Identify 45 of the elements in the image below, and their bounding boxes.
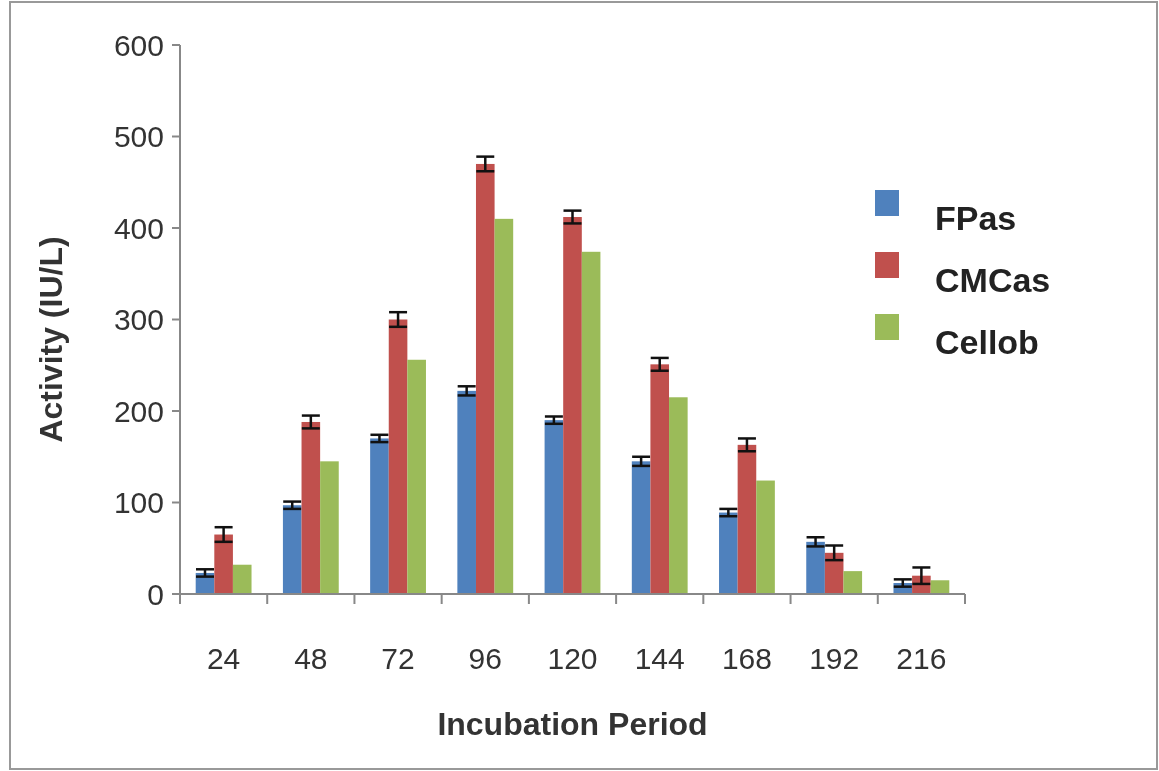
bar — [475, 163, 495, 594]
x-tick-label: 120 — [547, 642, 598, 675]
x-tick-label: 192 — [809, 642, 860, 675]
bar — [806, 541, 825, 594]
legend-label: Cellob — [935, 322, 1039, 361]
bar — [282, 505, 302, 594]
y-tick-label: 400 — [113, 211, 164, 245]
x-tick-label: 96 — [468, 642, 502, 675]
bar — [544, 420, 564, 594]
bar — [631, 461, 651, 594]
y-tick-label: 300 — [113, 303, 164, 336]
bar — [719, 512, 738, 594]
y-axis-title: Activity (IU/L) — [33, 236, 69, 443]
x-tick-label: 24 — [206, 642, 241, 675]
x-tick-label: 48 — [294, 642, 328, 675]
y-tick-label: 100 — [113, 486, 164, 519]
bar — [388, 319, 408, 594]
bar — [214, 534, 233, 594]
bar — [650, 364, 670, 594]
x-tick-label: 168 — [721, 642, 772, 675]
bar — [301, 421, 321, 594]
y-tick-label: 0 — [147, 577, 164, 611]
bar — [581, 251, 601, 594]
bar — [669, 397, 688, 594]
bar — [407, 359, 426, 594]
bar — [824, 552, 844, 594]
bar — [370, 438, 389, 594]
legend-label: FPas — [935, 198, 1017, 237]
bar — [563, 217, 582, 594]
bar — [232, 564, 252, 594]
legend-label: CMCas — [935, 260, 1051, 299]
bar — [930, 580, 950, 594]
x-tick-label: 144 — [634, 642, 685, 675]
y-tick-label: 200 — [113, 394, 164, 428]
bar — [494, 218, 514, 594]
x-tick-label: 216 — [896, 642, 947, 675]
bar — [457, 390, 476, 594]
y-tick-label: 500 — [113, 120, 164, 153]
y-tick-label: 600 — [113, 28, 164, 62]
x-axis-title: Incubation Period — [437, 706, 708, 742]
bar — [756, 480, 775, 594]
x-tick-label: 72 — [381, 642, 415, 675]
bar — [843, 571, 863, 594]
bar — [737, 444, 757, 594]
bar — [320, 461, 339, 594]
